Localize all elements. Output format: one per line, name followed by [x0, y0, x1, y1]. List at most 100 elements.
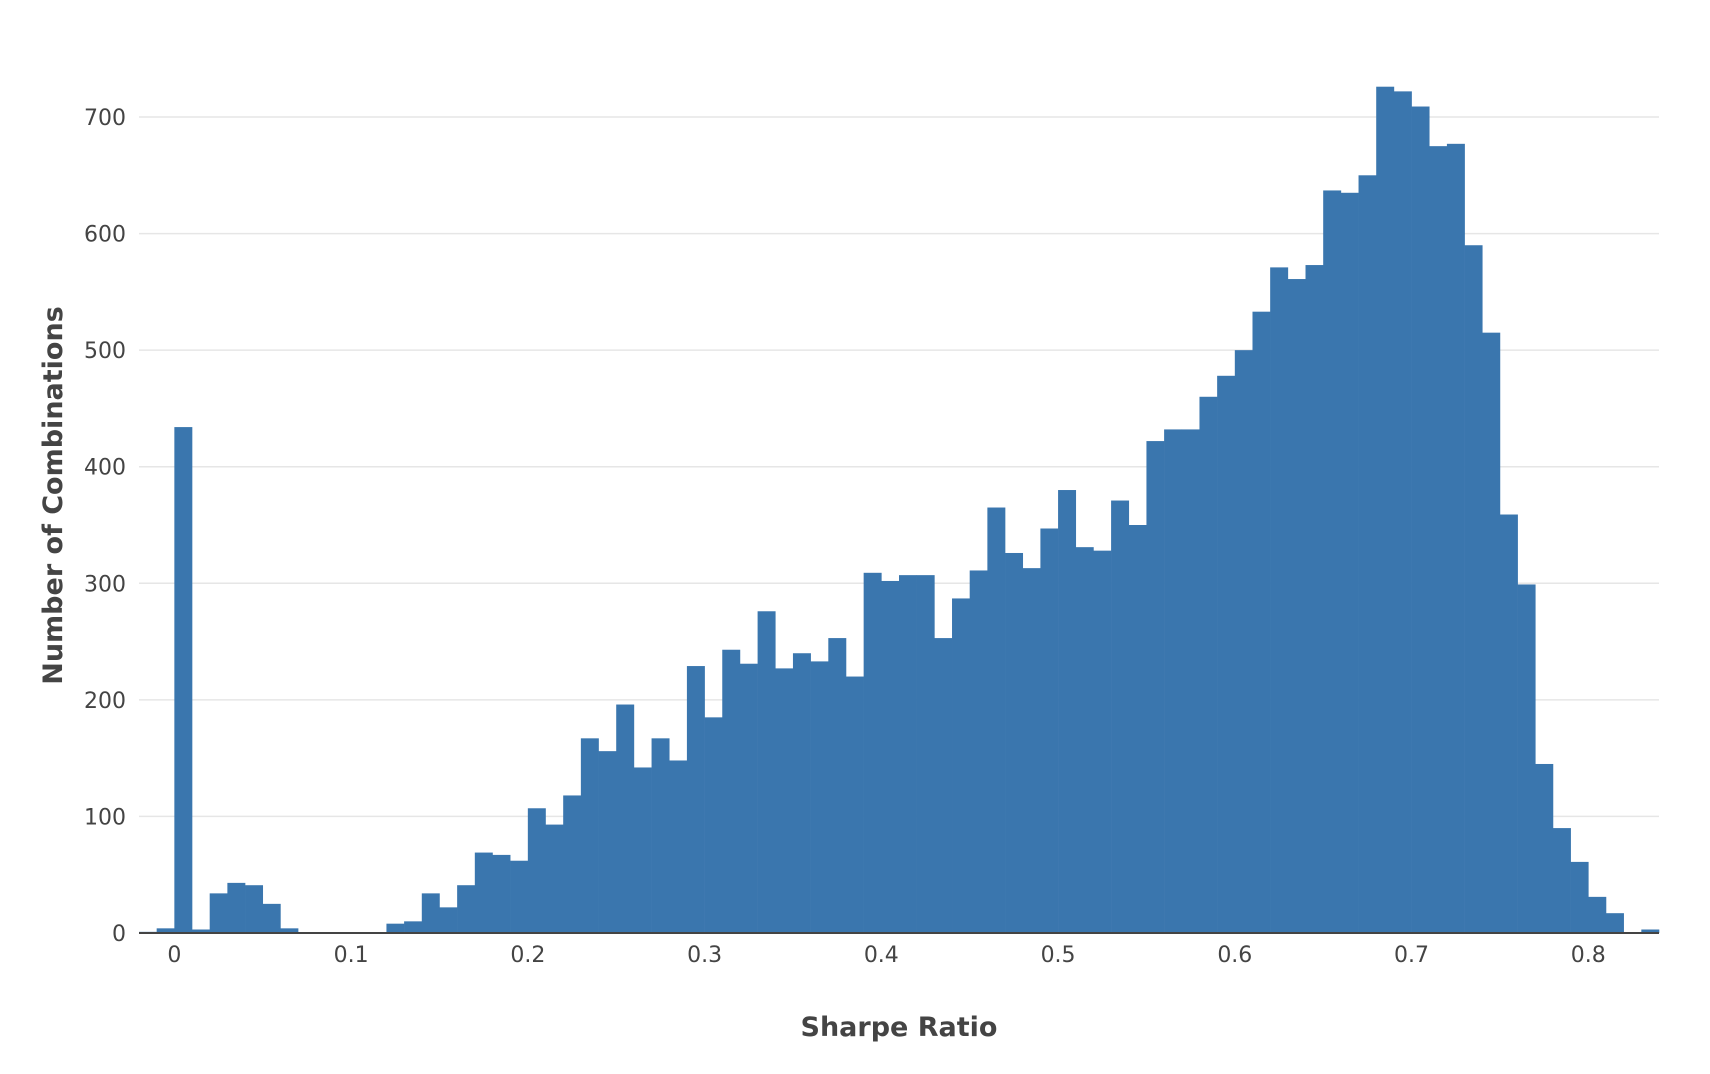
histogram-bar-56	[1128, 525, 1147, 933]
histogram-bar-25	[580, 738, 599, 933]
histogram-bar-47	[969, 570, 988, 933]
histogram-bar-70	[1376, 86, 1395, 934]
x-tick-label-8: 0.8	[1571, 943, 1606, 968]
histogram-bar-81	[1570, 861, 1589, 933]
histogram-bar-61	[1217, 375, 1236, 933]
histogram-bar-19	[474, 852, 493, 933]
histogram-bar-49	[1005, 552, 1024, 933]
x-tick-label-1: 0.1	[334, 943, 369, 968]
histogram-bar-30	[669, 760, 688, 933]
histogram-bar-40	[845, 676, 864, 933]
histogram-bar-65	[1287, 279, 1306, 933]
x-tick-label-2: 0.2	[510, 943, 545, 968]
histogram-bar-69	[1358, 175, 1377, 934]
histogram-bar-34	[739, 663, 758, 933]
y-tick-labels: 0 100 200 300 400 500 600 700	[84, 106, 126, 947]
histogram-bar-42	[881, 580, 900, 933]
histogram-bar-39	[828, 638, 847, 933]
histogram-bar-4	[209, 893, 228, 933]
histogram-bars	[139, 86, 1660, 934]
histogram-bar-71	[1393, 91, 1412, 933]
histogram-bar-16	[421, 893, 440, 933]
histogram-bar-33	[722, 649, 741, 933]
y-axis-title: Number of Combinations	[38, 306, 69, 685]
histogram-bar-14	[386, 923, 405, 933]
histogram-bar-67	[1323, 190, 1342, 933]
y-tick-label-2: 200	[84, 689, 126, 714]
histogram-bar-76	[1482, 332, 1501, 933]
histogram-bar-38	[810, 661, 829, 933]
histogram-bar-55	[1111, 500, 1130, 933]
y-tick-label-0: 0	[112, 922, 126, 947]
histogram-bar-36	[775, 668, 794, 933]
histogram-bar-68	[1340, 192, 1359, 933]
histogram-bar-66	[1305, 265, 1324, 933]
histogram-bar-17	[439, 907, 458, 933]
histogram-bar-7	[262, 903, 281, 933]
y-tick-label-1: 100	[84, 805, 126, 830]
histogram-bar-83	[1605, 913, 1624, 933]
histogram-bar-80	[1552, 828, 1571, 933]
histogram-bar-1	[156, 928, 175, 933]
histogram-bar-45	[934, 638, 953, 933]
histogram-bar-22	[527, 808, 546, 933]
histogram-bar-75	[1464, 245, 1483, 933]
x-tick-label-7: 0.7	[1394, 943, 1429, 968]
histogram-bar-28	[633, 767, 652, 933]
histogram-bar-5	[227, 882, 246, 933]
x-tick-label-3: 0.3	[687, 943, 722, 968]
histogram-bar-18	[457, 885, 476, 933]
histogram-bar-60	[1199, 396, 1218, 933]
histogram-bar-85	[1641, 929, 1660, 933]
histogram-bar-79	[1535, 763, 1554, 933]
histogram-bar-53	[1075, 547, 1094, 933]
histogram-bar-2	[174, 427, 193, 933]
x-tick-label-0: 0	[167, 943, 181, 968]
y-tick-label-6: 600	[84, 223, 126, 248]
histogram-bar-58	[1164, 429, 1183, 933]
histogram-bar-27	[616, 704, 635, 933]
histogram-bar-8	[280, 928, 299, 933]
histogram-bar-46	[952, 598, 970, 933]
histogram-bar-23	[545, 824, 564, 933]
histogram-bar-57	[1146, 441, 1165, 933]
histogram-bar-24	[563, 795, 582, 933]
histogram-bar-26	[598, 751, 617, 933]
histogram-bar-31	[686, 666, 705, 933]
histogram-bar-41	[863, 572, 882, 933]
histogram-bar-63	[1252, 311, 1271, 933]
histogram-bar-15	[404, 921, 423, 933]
x-axis-title: Sharpe Ratio	[801, 1012, 998, 1043]
histogram-bar-35	[757, 611, 776, 933]
histogram-bar-74	[1446, 143, 1465, 933]
histogram-bar-50	[1022, 568, 1041, 933]
histogram-bar-77	[1499, 514, 1518, 933]
histogram-bar-64	[1270, 267, 1289, 933]
histogram-bar-44	[916, 575, 935, 933]
histogram-bar-3	[192, 929, 210, 933]
y-tick-label-7: 700	[84, 106, 126, 131]
y-tick-label-3: 300	[84, 572, 126, 597]
histogram-bar-20	[492, 854, 511, 933]
histogram-bar-78	[1517, 584, 1536, 933]
histogram-bar-37	[792, 653, 811, 933]
histogram-bar-59	[1181, 429, 1200, 933]
histogram-bar-82	[1588, 896, 1607, 933]
y-tick-label-4: 400	[84, 456, 126, 481]
histogram-bar-54	[1093, 550, 1112, 933]
histogram-bar-62	[1234, 350, 1253, 933]
histogram-bar-32	[704, 717, 723, 933]
histogram-bar-52	[1058, 490, 1077, 933]
histogram-bar-6	[245, 885, 264, 933]
histogram-bar-72	[1411, 106, 1430, 934]
histogram-bar-48	[987, 507, 1006, 933]
histogram-bar-21	[510, 860, 529, 933]
x-tick-label-4: 0.4	[864, 943, 899, 968]
histogram-bar-29	[651, 738, 670, 933]
x-tick-labels: 0 0.1 0.2 0.3 0.4 0.5 0.6 0.7 0.8	[167, 943, 1605, 968]
histogram-bar-73	[1429, 146, 1448, 934]
histogram-bar-43	[899, 575, 917, 933]
histogram-bar-51	[1040, 528, 1059, 933]
